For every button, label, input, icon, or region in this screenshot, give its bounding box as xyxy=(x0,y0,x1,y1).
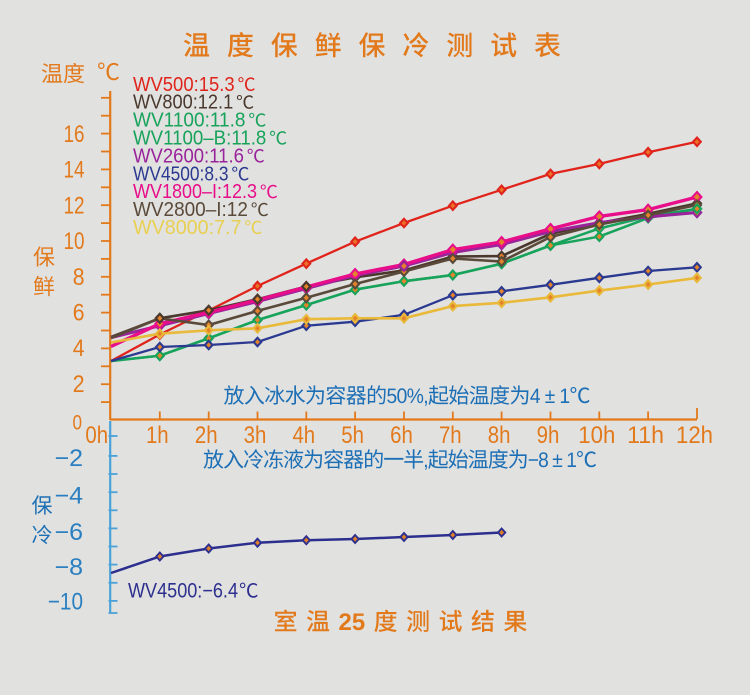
svg-text:8: 8 xyxy=(73,264,85,291)
svg-text:7h: 7h xyxy=(439,422,462,449)
svg-text:1h: 1h xyxy=(146,422,169,449)
svg-text:2h: 2h xyxy=(195,422,218,449)
svg-text:3h: 3h xyxy=(244,422,267,449)
svg-text:9h: 9h xyxy=(537,422,560,449)
svg-text:WV8000:7.7: WV8000:7.7 xyxy=(133,217,242,239)
svg-text:2: 2 xyxy=(73,371,85,398)
svg-text:12h: 12h xyxy=(676,422,713,449)
svg-text:WV800:12.1: WV800:12.1 xyxy=(133,92,233,114)
svg-text:WV500:15.3: WV500:15.3 xyxy=(133,74,235,96)
svg-text:−8: −8 xyxy=(55,554,84,581)
svg-text:WV2800–I:12: WV2800–I:12 xyxy=(133,199,248,221)
svg-text:5h: 5h xyxy=(341,422,364,449)
svg-text:14: 14 xyxy=(64,157,85,184)
svg-text:10h: 10h xyxy=(578,422,615,449)
svg-text:8h: 8h xyxy=(488,422,511,449)
svg-text:−2: −2 xyxy=(55,445,84,472)
svg-text:WV1100:11.8: WV1100:11.8 xyxy=(133,110,246,132)
svg-text:0: 0 xyxy=(73,410,83,434)
svg-text:16: 16 xyxy=(64,121,85,148)
svg-text:WV1100–B:11.8: WV1100–B:11.8 xyxy=(133,128,266,150)
svg-text:10: 10 xyxy=(64,228,85,255)
svg-text:11h: 11h xyxy=(627,422,664,449)
svg-text:−4: −4 xyxy=(55,482,84,509)
svg-text:WV4500:8.3: WV4500:8.3 xyxy=(133,163,229,185)
svg-text:12: 12 xyxy=(64,192,85,219)
svg-text:4h: 4h xyxy=(292,422,315,449)
svg-text:6h: 6h xyxy=(390,422,413,449)
svg-text:WV2600:11.6: WV2600:11.6 xyxy=(133,145,244,167)
svg-text:WV4500:−6.4: WV4500:−6.4 xyxy=(128,580,238,603)
svg-text:−10: −10 xyxy=(48,588,83,615)
svg-text:WV1800–I:12.3: WV1800–I:12.3 xyxy=(133,181,257,203)
svg-text:0h: 0h xyxy=(85,422,108,449)
svg-text:4: 4 xyxy=(73,335,85,362)
svg-text:−6: −6 xyxy=(55,519,84,546)
svg-text:6: 6 xyxy=(73,300,85,327)
